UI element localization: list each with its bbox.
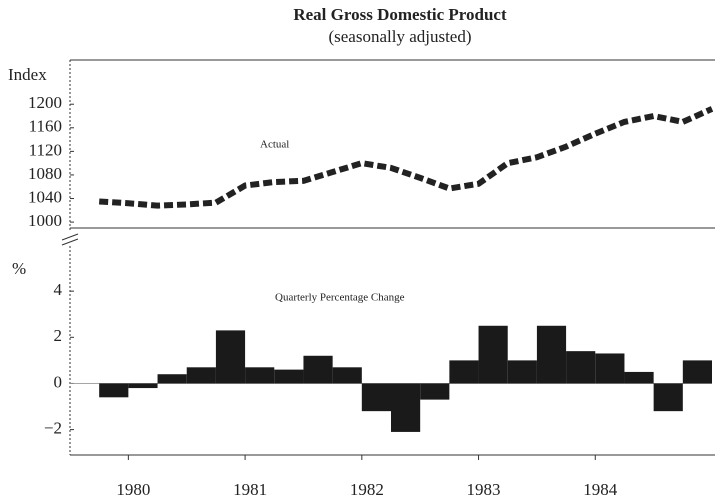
bar: [245, 367, 275, 384]
data-line: [99, 106, 714, 209]
bar: [215, 330, 246, 384]
y-tick-label: 4: [54, 280, 63, 299]
y-axis-label: %: [12, 259, 26, 278]
bar: [186, 367, 216, 384]
y-tick-label: 2: [54, 326, 63, 345]
bar: [536, 325, 567, 384]
bar: [157, 374, 187, 384]
bar: [478, 325, 508, 384]
bar: [303, 355, 333, 384]
bar: [595, 353, 625, 384]
bar: [99, 383, 129, 398]
x-tick-label: 1980: [116, 480, 150, 499]
bar: [361, 383, 391, 412]
bar: [274, 369, 304, 384]
bar: [682, 360, 712, 384]
bar: [420, 383, 450, 400]
y-tick-label: 1160: [29, 117, 62, 136]
x-tick-label: 1984: [583, 480, 618, 499]
x-tick-label: 1982: [350, 480, 384, 499]
y-tick-label: 0: [54, 372, 63, 391]
bar: [332, 367, 362, 384]
axis-break: [61, 238, 79, 246]
x-tick-label: 1981: [233, 480, 267, 499]
chart-title: Real Gross Domestic Product: [293, 5, 507, 24]
y-tick-label: 1080: [28, 164, 62, 183]
bar: [624, 371, 654, 384]
y-axis-label: Index: [8, 65, 47, 84]
bar: [507, 360, 537, 384]
bar: [128, 383, 158, 389]
x-tick-label: 1983: [467, 480, 501, 499]
y-tick-label: 1120: [29, 140, 62, 159]
bar: [566, 351, 596, 384]
annotation: Actual: [260, 139, 289, 151]
bar: [449, 360, 479, 384]
y-tick-label: 1000: [28, 211, 62, 230]
bar: [653, 383, 683, 412]
annotation: Quarterly Percentage Change: [275, 292, 405, 304]
chart-subtitle: (seasonally adjusted): [328, 27, 471, 46]
y-tick-label: 1200: [28, 93, 62, 112]
y-tick-label: −2: [44, 419, 62, 438]
y-tick-label: 1040: [28, 187, 62, 206]
axis-break: [61, 233, 79, 241]
bar: [391, 383, 421, 432]
